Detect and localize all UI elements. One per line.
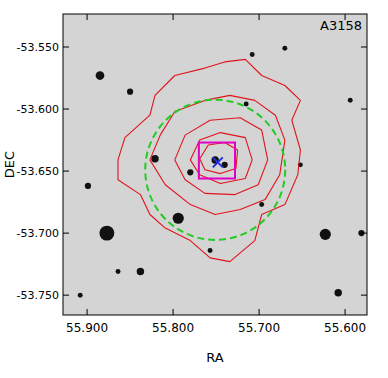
source: [96, 71, 105, 80]
source: [250, 52, 255, 57]
contour: [150, 95, 285, 214]
aperture-circle: [145, 100, 285, 240]
source: [99, 226, 114, 241]
source: [244, 102, 249, 107]
source: [85, 183, 91, 189]
center-marker: [213, 157, 223, 167]
source: [348, 98, 353, 103]
x-tick-label: 55.700: [238, 321, 280, 335]
y-tick: [63, 171, 367, 172]
plot-area: [78, 46, 365, 298]
source: [116, 269, 121, 274]
x-tick-label: 55.800: [152, 321, 194, 335]
y-tick-label: -53.700: [17, 227, 59, 240]
source: [282, 46, 287, 51]
x-tick: [345, 14, 346, 315]
source: [127, 89, 133, 95]
x-tick: [173, 14, 174, 315]
source: [173, 213, 184, 224]
sky-image: [63, 14, 367, 315]
source: [151, 155, 158, 162]
source: [78, 293, 83, 298]
contour: [118, 59, 300, 261]
contour: [200, 143, 238, 174]
source: [334, 289, 341, 296]
title: A3158: [320, 18, 362, 33]
y-axis-label: DEC: [2, 151, 17, 178]
y-tick-label: -53.750: [17, 289, 59, 302]
chart: 55.900 55.800 55.700 55.600 -53.750 -53.700 -5…: [0, 0, 388, 378]
y-tick: [63, 233, 367, 234]
x-tick-label: 55.600: [324, 321, 366, 335]
source: [137, 268, 144, 275]
source: [259, 202, 264, 207]
frame: [63, 14, 367, 315]
contour: [190, 133, 252, 184]
x-tick: [259, 14, 260, 315]
source: [187, 169, 193, 175]
x-tick: [87, 14, 88, 315]
y-tick-label: -53.650: [17, 165, 59, 178]
contour: [175, 118, 268, 195]
source: [208, 248, 213, 253]
y-tick: [63, 47, 367, 48]
y-tick-label: -53.550: [17, 41, 59, 54]
y-tick: [63, 295, 367, 296]
source: [320, 229, 331, 240]
background: [0, 0, 388, 378]
x-axis-label: RA: [206, 350, 224, 365]
y-tick: [63, 109, 367, 110]
x-tick-label: 55.900: [66, 321, 108, 335]
y-tick-label: -53.600: [17, 103, 59, 116]
box: [199, 143, 235, 179]
